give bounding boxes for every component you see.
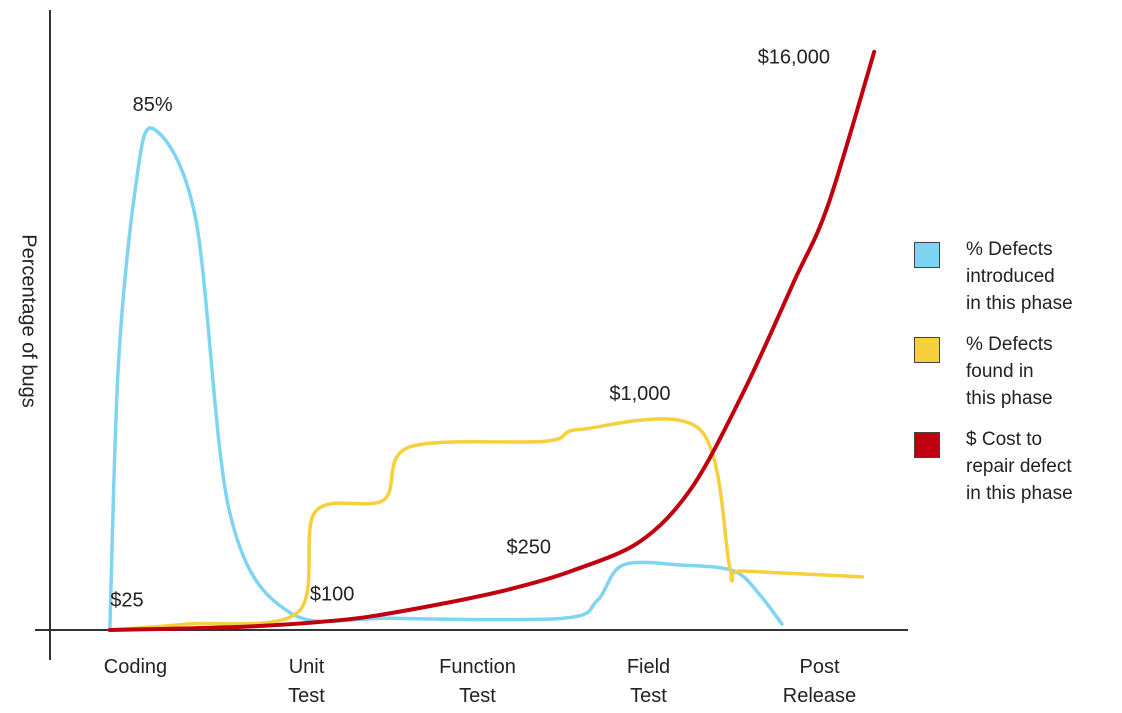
legend-swatch-introduced (914, 242, 940, 268)
x-tick-label-coding: Coding (104, 656, 167, 678)
legend-item-cost: $ Cost to repair defect in this phase (914, 426, 1119, 507)
x-tick-label-field-test: Field Test (627, 656, 670, 707)
legend-label-found: % Defects found in this phase (966, 334, 1053, 409)
label-cost-16000: $16,000 (758, 47, 830, 69)
legend-item-introduced: % Defects introduced in this phase (914, 236, 1119, 317)
legend-label-cost: $ Cost to repair defect in this phase (966, 429, 1073, 504)
tick-layer: Coding Unit Test Function Test Field Test Post R… (104, 656, 856, 707)
label-85-percent: 85% (133, 94, 173, 116)
label-cost-1000: $1,000 (609, 383, 670, 405)
legend-swatch-found (914, 337, 940, 363)
x-tick-label-post-release: Post Release (783, 656, 856, 707)
series-line-defects-introduced (108, 126, 784, 632)
series-line-repair-cost (107, 49, 877, 632)
legend-item-found: % Defects found in this phase (914, 331, 1119, 412)
x-tick-label-function-test: Function Test (439, 656, 516, 707)
y-axis-title: Percentage of bugs (17, 234, 40, 408)
legend-label-introduced: % Defects introduced in this phase (966, 239, 1073, 314)
label-cost-25: $25 (110, 589, 143, 611)
series-layer (107, 49, 877, 632)
legend: % Defects introduced in this phase % Def… (914, 236, 1119, 521)
series-line-defects-found (108, 417, 865, 632)
label-cost-250: $250 (507, 536, 552, 558)
y-axis-title-wrap: Percentage of bugs (8, 196, 48, 446)
label-cost-100: $100 (310, 584, 355, 606)
x-tick-label-unit-test: Unit Test (288, 656, 325, 707)
annotation-layer: 85% $25 $100 $250 $1,000 $16,000 (110, 47, 830, 612)
legend-swatch-cost (914, 432, 940, 458)
